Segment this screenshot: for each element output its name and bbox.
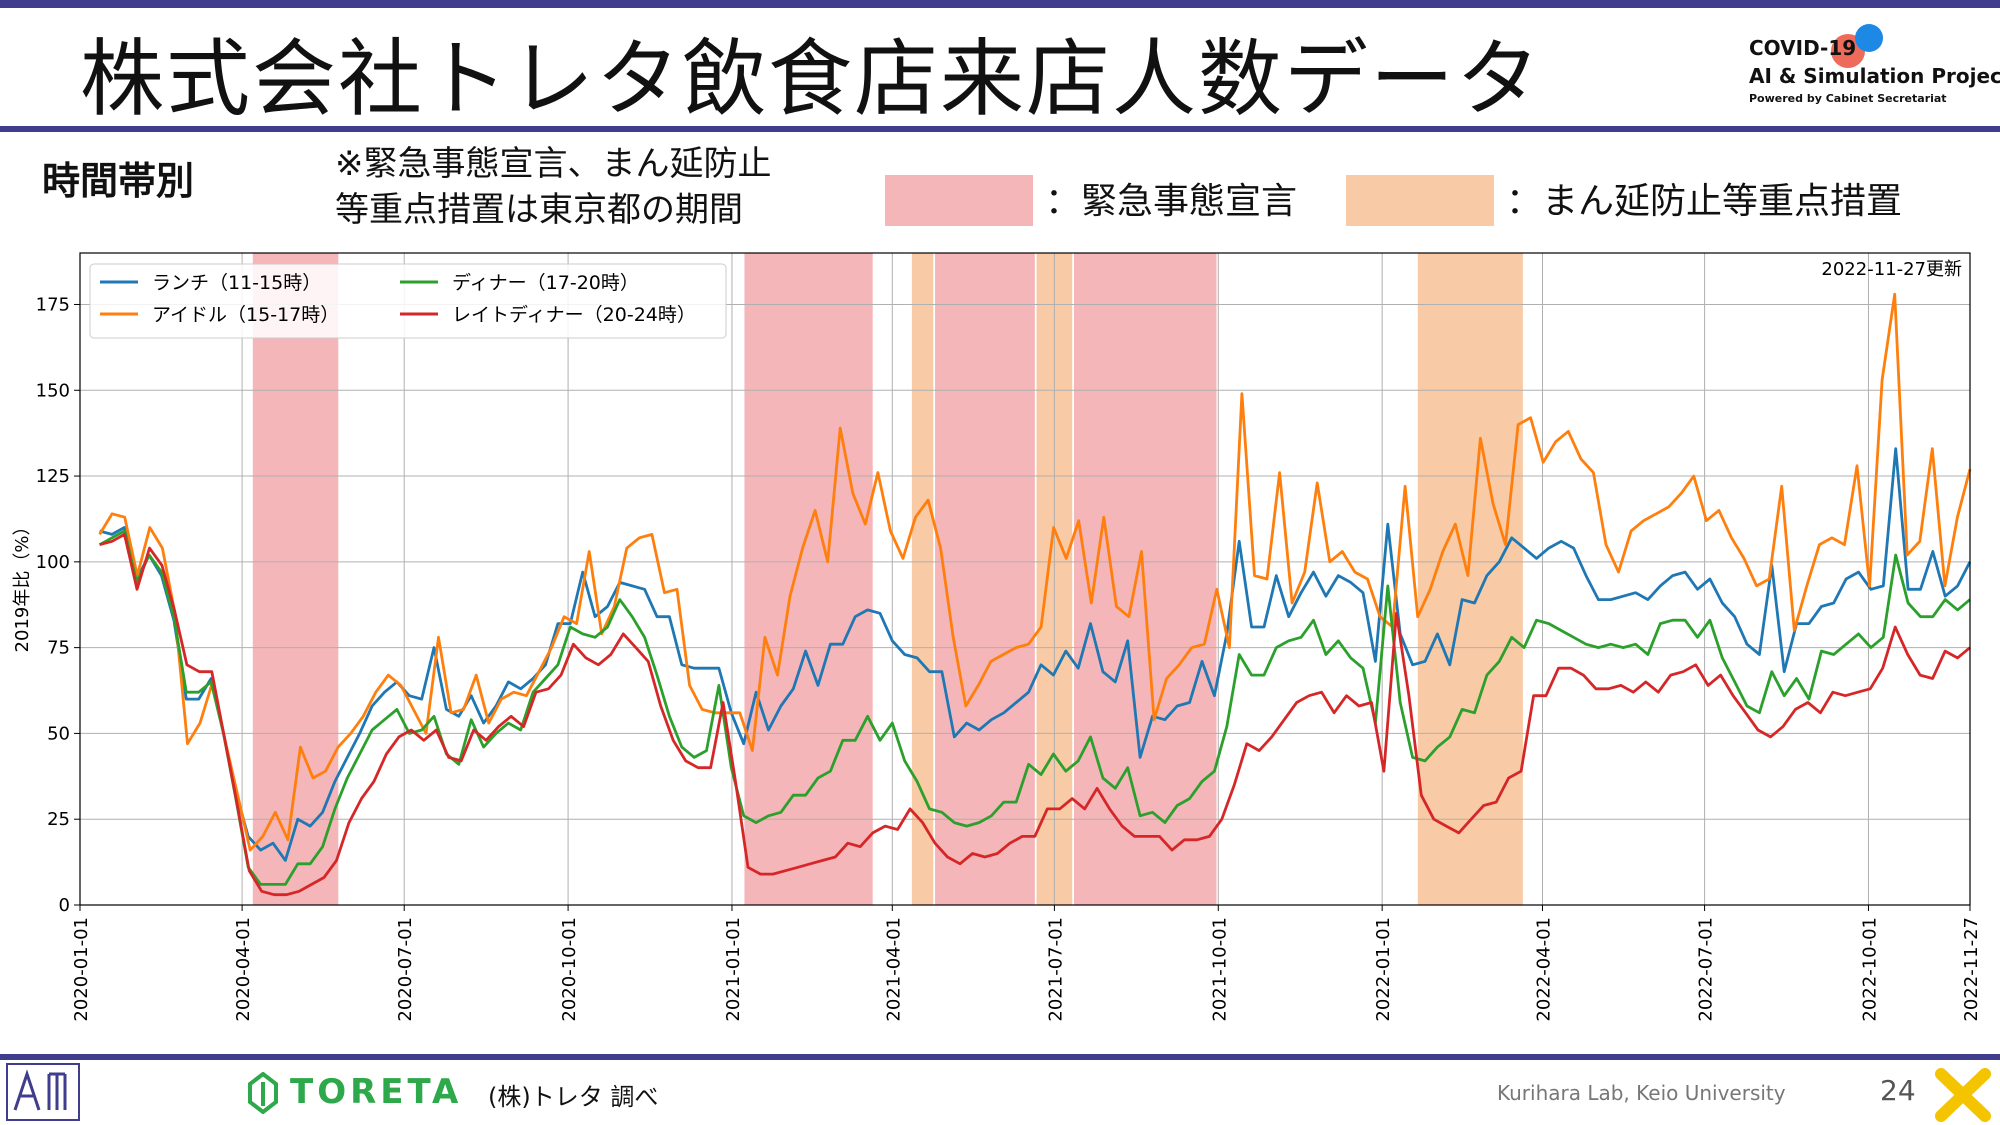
y-tick-label: 0	[59, 895, 70, 916]
emergency-swatch-label: ：緊急事態宣言	[1045, 181, 1298, 222]
legend-label: ランチ（11-15時）	[152, 272, 321, 294]
y-axis-label: 2019年比（%）	[12, 518, 33, 653]
visitor-chart: 0 25 50 75 100 125 150 175 2020-01-01 2020-04-01…	[12, 252, 1982, 1022]
x-tick-label: 2022-11-27	[1961, 917, 1982, 1022]
emergency-swatch	[885, 175, 1033, 226]
note-line2: 等重点措置は東京都の期間	[335, 190, 743, 230]
logo-text-line3: Powered by Cabinet Secretariat	[1749, 92, 1947, 105]
top-rule	[0, 0, 2000, 8]
header-rule	[0, 126, 2000, 132]
x-tick-label: 2020-04-01	[233, 917, 254, 1022]
emergency-band	[744, 253, 873, 905]
lab-credit: Kurihara Lab, Keio University	[1497, 1081, 1786, 1105]
priority-band	[911, 253, 934, 905]
y-tick-label: 150	[36, 380, 70, 401]
y-tick-label: 100	[36, 552, 70, 573]
logo-text-line1: COVID-19	[1749, 36, 1857, 60]
legend-label: ディナー（17-20時）	[452, 272, 639, 294]
x-axis: 2020-01-01 2020-04-01 2020-07-01 2020-10-01…	[71, 905, 1982, 1022]
y-tick-label: 75	[47, 638, 70, 659]
series-line-2	[98, 529, 1971, 886]
toreta-brand: TORETA	[290, 1072, 463, 1112]
priority-band	[1417, 253, 1523, 905]
x-tick-label: 2020-07-01	[395, 917, 416, 1022]
source-note: (株)トレタ 調べ	[488, 1083, 659, 1111]
priority-swatch-label: ：まん延防止等重点措置	[1506, 181, 1903, 222]
x-tick-label: 2020-01-01	[71, 917, 92, 1022]
x-tick-label: 2021-10-01	[1209, 917, 1230, 1022]
priority-swatch	[1346, 175, 1494, 226]
page-title: 株式会社トレタ飲食店来店人数データ	[80, 30, 1543, 128]
page-number: 24	[1880, 1074, 1916, 1107]
x-tick-label: 2022-10-01	[1859, 917, 1880, 1022]
emergency-band	[935, 253, 1035, 905]
y-tick-label: 25	[47, 809, 70, 830]
series-line-1	[98, 292, 1972, 852]
y-tick-label: 175	[36, 294, 70, 315]
legend-label: レイトディナー（20-24時）	[452, 304, 696, 326]
y-tick-label: 125	[36, 466, 70, 487]
note-line1: ※緊急事態宣言、まん延防止	[335, 144, 772, 184]
series-lines	[98, 292, 1972, 897]
logo-text-line2: AI & Simulation Project	[1749, 64, 2000, 88]
x-tick-label: 2020-10-01	[559, 917, 580, 1022]
series-line-0	[99, 447, 1972, 862]
chart-legend: ランチ（11-15時） アイドル（15-17時） ディナー（17-20時） レイトディ…	[89, 263, 727, 339]
lab-logo-icon	[6, 1063, 80, 1121]
x-logo-icon	[1935, 1068, 1991, 1122]
period-bands	[252, 253, 1523, 905]
toreta-leaf-icon	[248, 1072, 278, 1114]
footer-rule	[0, 1054, 2000, 1060]
x-tick-label: 2021-07-01	[1045, 917, 1066, 1022]
x-tick-label: 2022-01-01	[1373, 917, 1394, 1022]
plot-frame	[79, 252, 1971, 906]
y-axis: 0 25 50 75 100 125 150 175	[36, 294, 80, 916]
x-tick-label: 2022-07-01	[1696, 917, 1717, 1022]
x-tick-label: 2021-01-01	[723, 917, 744, 1022]
covid-ai-logo: COVID-19 AI & Simulation Project Powered…	[1745, 24, 2000, 120]
section-title: 時間帯別	[42, 159, 195, 203]
updated-label: 2022-11-27更新	[1821, 259, 1962, 280]
y-tick-label: 50	[47, 723, 70, 744]
x-tick-label: 2021-04-01	[883, 917, 904, 1022]
x-tick-label: 2022-04-01	[1533, 917, 1554, 1022]
emergency-band	[252, 253, 339, 905]
legend-label: アイドル（15-17時）	[152, 304, 339, 326]
logo-blue-dot	[1855, 24, 1883, 52]
series-line-3	[99, 533, 1971, 897]
legend-frame	[89, 263, 727, 339]
